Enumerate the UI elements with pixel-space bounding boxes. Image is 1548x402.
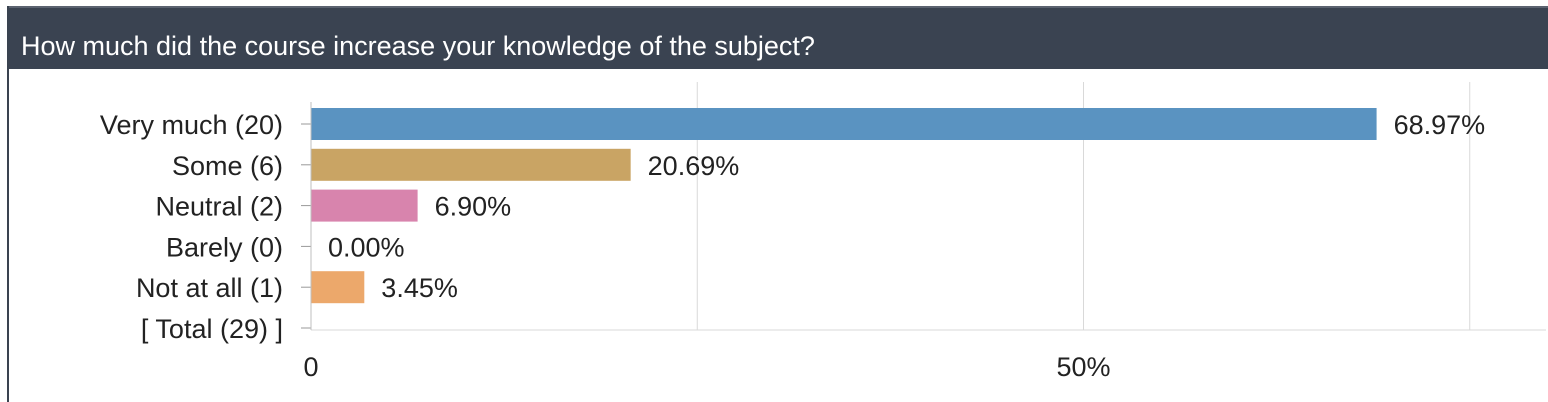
value-label: 68.97% [1394, 110, 1486, 140]
category-label: Not at all (1) [136, 273, 283, 303]
bar [311, 189, 418, 222]
question-header: How much did the course increase your kn… [9, 6, 1548, 69]
value-label: 20.69% [648, 151, 740, 181]
bar [311, 108, 1377, 140]
value-label: 3.45% [381, 273, 458, 303]
value-label: 0.00% [328, 232, 405, 262]
category-label: Neutral (2) [155, 192, 283, 222]
category-label: Very much (20) [100, 110, 283, 140]
bar [311, 148, 631, 181]
value-label: 6.90% [435, 192, 512, 222]
x-tick-label: 0 [303, 352, 318, 382]
category-label: [ Total (29) ] [141, 314, 283, 344]
x-tick-label: 50% [1056, 352, 1110, 382]
category-label: Some (6) [172, 151, 283, 181]
category-label: Barely (0) [166, 232, 283, 262]
bar [311, 271, 365, 304]
chart-panel: How much did the course increase your kn… [7, 6, 1548, 402]
question-title: How much did the course increase your kn… [21, 31, 815, 61]
